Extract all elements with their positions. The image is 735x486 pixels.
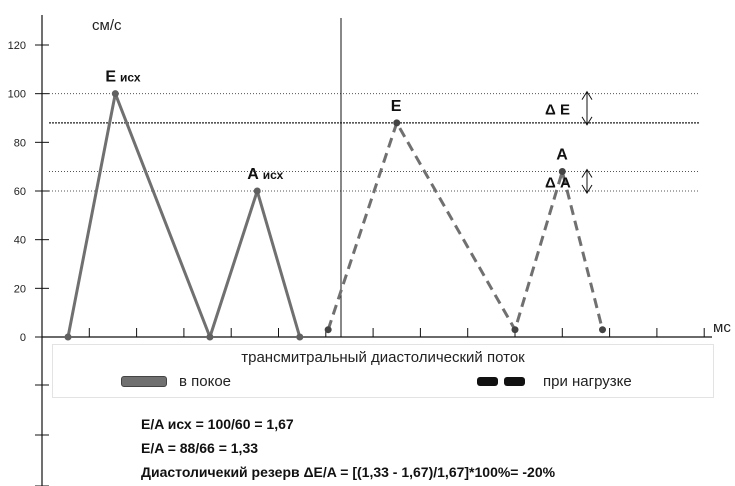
data-point bbox=[599, 326, 607, 334]
legend-title: трансмитральный диастолический поток bbox=[241, 349, 525, 366]
note-ea-baseline: E/A исх = 100/60 = 1,67 bbox=[141, 416, 294, 432]
delta-label: Δ E bbox=[545, 101, 570, 118]
notes: E/A исх = 100/60 = 1,67 E/A = 88/66 = 1,… bbox=[141, 412, 555, 484]
point-label: E bbox=[391, 98, 402, 115]
delta-arrow-head bbox=[581, 116, 593, 126]
solid-line-swatch bbox=[121, 376, 167, 387]
axes bbox=[35, 15, 712, 486]
data-point bbox=[206, 333, 214, 341]
series-line-rest bbox=[66, 92, 302, 339]
data-point bbox=[511, 326, 519, 334]
legend: трансмитральный диастолический поток в п… bbox=[52, 344, 714, 398]
point-label-subscript: исх bbox=[120, 71, 141, 85]
legend-label-load: при нагрузке bbox=[543, 373, 632, 390]
dash-swatch-1 bbox=[477, 377, 498, 386]
reference-lines bbox=[49, 93, 700, 192]
y-tick-label: 60 bbox=[14, 186, 26, 198]
y-tick-label: 100 bbox=[8, 89, 26, 101]
y-tick-label: 120 bbox=[8, 40, 26, 52]
legend-item-load: при нагрузке bbox=[477, 373, 632, 390]
note-diastolic-reserve: Диастоличекий резерв ΔE/A = [(1,33 - 1,6… bbox=[141, 464, 556, 480]
x-axis-label: мс bbox=[713, 319, 731, 336]
delta-annotations: Δ E Δ A bbox=[545, 90, 593, 194]
y-tick-label: 40 bbox=[14, 235, 26, 247]
point-label: A bbox=[556, 147, 568, 164]
point-label-subscript: исх bbox=[263, 168, 284, 182]
data-point bbox=[296, 333, 304, 341]
data-point bbox=[558, 168, 566, 176]
legend-item-rest: в покое bbox=[121, 373, 231, 390]
y-tick-labels: 0 20 40 60 80 100 120 bbox=[8, 40, 26, 344]
note-ea-load: E/A = 88/66 = 1,33 bbox=[141, 440, 259, 456]
delta-arrow-head bbox=[581, 184, 593, 194]
legend-label-rest: в покое bbox=[179, 373, 232, 390]
delta-arrow-head bbox=[581, 168, 593, 178]
y-tick-label: 80 bbox=[14, 137, 26, 149]
y-tick-label: 20 bbox=[14, 283, 26, 295]
y-tick-label: 0 bbox=[20, 332, 26, 344]
dash-swatch-2 bbox=[504, 377, 525, 386]
data-point bbox=[393, 119, 401, 127]
data-point bbox=[324, 326, 332, 334]
delta-label: Δ A bbox=[545, 174, 571, 191]
data-point bbox=[64, 333, 72, 341]
data-point bbox=[253, 187, 261, 195]
y-axis-label: см/с bbox=[92, 17, 122, 34]
data-point bbox=[111, 90, 119, 98]
delta-arrow-head bbox=[581, 90, 593, 100]
series-layer bbox=[64, 90, 607, 341]
